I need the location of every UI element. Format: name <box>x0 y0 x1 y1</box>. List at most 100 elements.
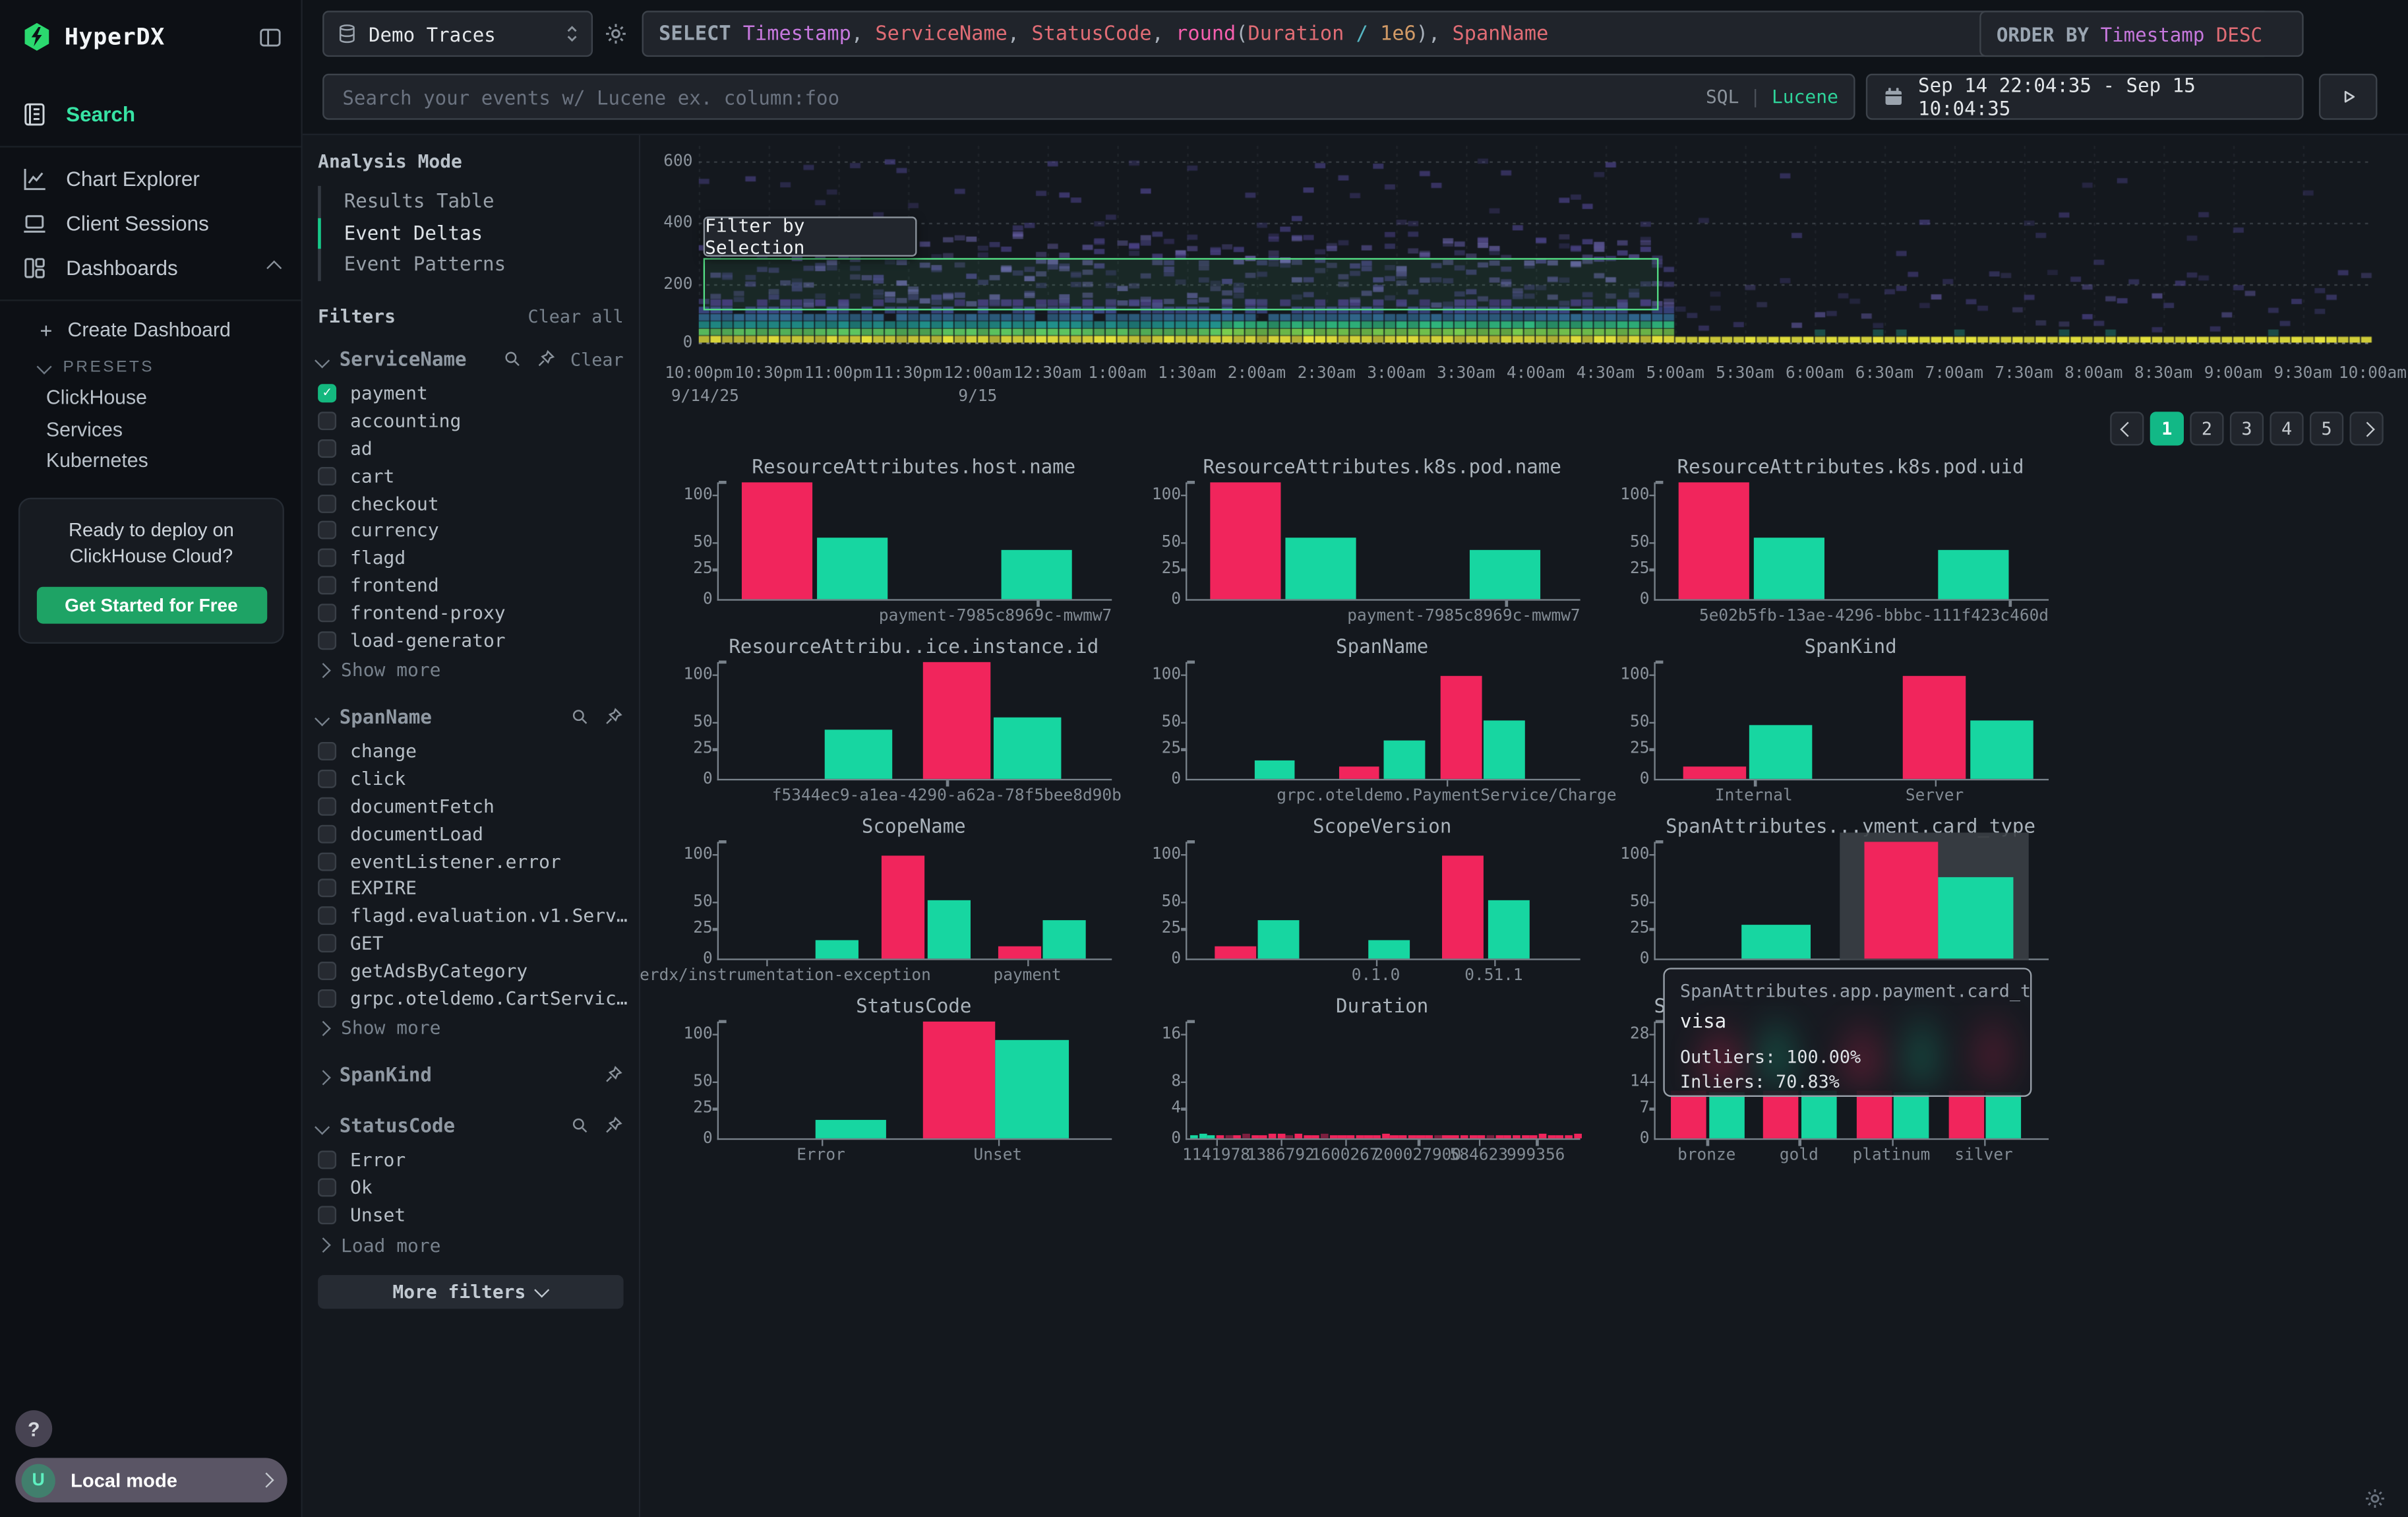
filter-option-documentfetch[interactable]: documentFetch <box>318 793 623 820</box>
filter-option-click[interactable]: click <box>318 766 623 793</box>
sidebar-item-kubernetes[interactable]: Kubernetes <box>0 445 301 477</box>
checkbox[interactable] <box>318 934 336 952</box>
settings-gear-icon[interactable] <box>2363 1487 2386 1510</box>
page-prev-button[interactable] <box>2110 412 2144 445</box>
checkbox[interactable]: ✓ <box>318 385 336 403</box>
checkbox[interactable] <box>318 770 336 788</box>
checkbox[interactable] <box>318 412 336 431</box>
checkbox[interactable] <box>318 549 336 567</box>
chart-plot[interactable]: 5e02b5fb-13ae-4296-bbbc-111f423c460d <box>1654 482 2049 600</box>
filter-option-get[interactable]: GET <box>318 929 623 956</box>
checkbox[interactable] <box>318 1206 336 1224</box>
filter-option-frontend[interactable]: frontend <box>318 572 623 599</box>
chart-plot[interactable]: ErrorUnset <box>717 1022 1112 1140</box>
page-button-5[interactable]: 5 <box>2310 412 2343 445</box>
filter-group-header-spanname[interactable]: SpanName <box>318 700 623 733</box>
sidebar-item-clickhouse[interactable]: ClickHouse <box>0 383 301 414</box>
chart-plot[interactable]: payment-7985c8969c-mwmw7 <box>1186 482 1580 600</box>
duration-heatmap[interactable] <box>699 146 2373 357</box>
sidebar-item-search[interactable]: Search <box>0 92 301 137</box>
clear-all-button[interactable]: Clear all <box>527 305 623 326</box>
filter-option-grpc-oteldemo-cartservic-[interactable]: grpc.oteldemo.CartServic… <box>318 984 623 1011</box>
load-more-button[interactable]: Load more <box>318 1232 623 1260</box>
filter-option-cart[interactable]: cart <box>318 462 623 489</box>
sidebar-item-services[interactable]: Services <box>0 414 301 446</box>
search-input[interactable] <box>340 84 1706 110</box>
clear-group-button[interactable]: Clear <box>570 348 624 370</box>
search-icon[interactable] <box>570 706 589 726</box>
search-icon[interactable] <box>570 1115 589 1135</box>
checkbox[interactable] <box>318 494 336 512</box>
checkbox[interactable] <box>318 743 336 761</box>
filter-option-flagd[interactable]: flagd <box>318 544 623 571</box>
checkbox[interactable] <box>318 852 336 871</box>
page-button-2[interactable]: 2 <box>2190 412 2223 445</box>
checkbox[interactable] <box>318 631 336 649</box>
chart-plot[interactable]: InternalServer <box>1654 662 2049 780</box>
pin-icon[interactable] <box>603 706 623 726</box>
create-dashboard-button[interactable]: + Create Dashboard <box>0 313 301 346</box>
heatmap-selection-box[interactable] <box>704 258 1659 310</box>
chart-plot[interactable]: payment-7985c8969c-mwmw7 <box>717 482 1112 600</box>
date-range-picker[interactable]: Sep 14 22:04:35 - Sep 15 10:04:35 <box>1866 74 2304 120</box>
chart-plot[interactable] <box>1654 842 2049 960</box>
source-settings-gear-icon[interactable] <box>603 22 628 46</box>
search-icon[interactable] <box>502 349 522 369</box>
checkbox[interactable] <box>318 439 336 458</box>
filter-option-ad[interactable]: ad <box>318 435 623 462</box>
more-filters-button[interactable]: More filters <box>318 1275 623 1309</box>
checkbox[interactable] <box>318 961 336 979</box>
checkbox[interactable] <box>318 521 336 540</box>
page-button-4[interactable]: 4 <box>2270 412 2303 445</box>
get-started-button[interactable]: Get Started for Free <box>36 587 266 624</box>
filter-option-currency[interactable]: currency <box>318 517 623 544</box>
filter-group-header-servicename[interactable]: ServiceNameClear <box>318 342 623 375</box>
checkbox[interactable] <box>318 906 336 925</box>
chart-plot[interactable]: @hyperdx/instrumentation-exceptionpaymen… <box>717 842 1112 960</box>
presets-toggle[interactable]: PRESETS <box>0 352 301 383</box>
pin-icon[interactable] <box>603 1115 623 1135</box>
sidebar-item-client-sessions[interactable]: Client Sessions <box>0 201 301 246</box>
order-by-editor[interactable]: ORDER BY Timestamp DESC <box>1979 11 2303 57</box>
chart-plot[interactable]: f5344ec9-a1ea-4290-a62a-78f5bee8d90b <box>717 662 1112 780</box>
page-button-1[interactable]: 1 <box>2150 412 2184 445</box>
filter-option-frontend-proxy[interactable]: frontend-proxy <box>318 599 623 626</box>
local-mode-button[interactable]: U Local mode <box>15 1458 287 1502</box>
analysis-mode-option-event-patterns[interactable]: Event Patterns <box>318 249 623 280</box>
filter-option-getadsbycategory[interactable]: getAdsByCategory <box>318 957 623 984</box>
show-more-button[interactable]: Show more <box>318 1014 623 1042</box>
checkbox[interactable] <box>318 879 336 898</box>
filter-group-header-spankind[interactable]: SpanKind <box>318 1057 623 1091</box>
page-button-3[interactable]: 3 <box>2230 412 2264 445</box>
help-button[interactable]: ? <box>15 1410 52 1447</box>
filter-option-change[interactable]: change <box>318 738 623 765</box>
run-query-button[interactable] <box>2319 74 2378 120</box>
filter-option-ok[interactable]: Ok <box>318 1174 623 1201</box>
checkbox[interactable] <box>318 1179 336 1197</box>
checkbox[interactable] <box>318 989 336 1007</box>
mode-sql-toggle[interactable]: SQL <box>1706 86 1739 108</box>
checkbox[interactable] <box>318 576 336 594</box>
show-more-button[interactable]: Show more <box>318 657 623 685</box>
checkbox[interactable] <box>318 1151 336 1169</box>
filter-option-flagd-evaluation-v1-serv-[interactable]: flagd.evaluation.v1.Serv… <box>318 902 623 929</box>
filter-option-load-generator[interactable]: load-generator <box>318 627 623 654</box>
filter-group-header-statuscode[interactable]: StatusCode <box>318 1108 623 1142</box>
chart-plot[interactable]: 0.1.00.51.1 <box>1186 842 1580 960</box>
sidebar-item-chart-explorer[interactable]: Chart Explorer <box>0 157 301 202</box>
filter-option-expire[interactable]: EXPIRE <box>318 875 623 902</box>
filter-option-eventlistener-error[interactable]: eventListener.error <box>318 848 623 875</box>
filter-option-checkout[interactable]: checkout <box>318 489 623 516</box>
chart-plot[interactable]: grpc.oteldemo.PaymentService/Charge <box>1186 662 1580 780</box>
data-source-select[interactable]: Demo Traces <box>322 11 593 57</box>
sidebar-item-dashboards[interactable]: Dashboards <box>0 246 301 291</box>
analysis-mode-option-event-deltas[interactable]: Event Deltas <box>318 218 623 249</box>
pin-icon[interactable] <box>537 349 557 369</box>
analysis-mode-option-results-table[interactable]: Results Table <box>318 186 623 218</box>
filter-option-accounting[interactable]: accounting <box>318 408 623 435</box>
filter-option-documentload[interactable]: documentLoad <box>318 820 623 847</box>
checkbox[interactable] <box>318 824 336 843</box>
filter-by-selection-button[interactable]: Filter by Selection <box>704 216 917 257</box>
page-next-button[interactable] <box>2350 412 2384 445</box>
chart-plot[interactable]: 1141978138679216002672000279005846239993… <box>1186 1022 1580 1140</box>
